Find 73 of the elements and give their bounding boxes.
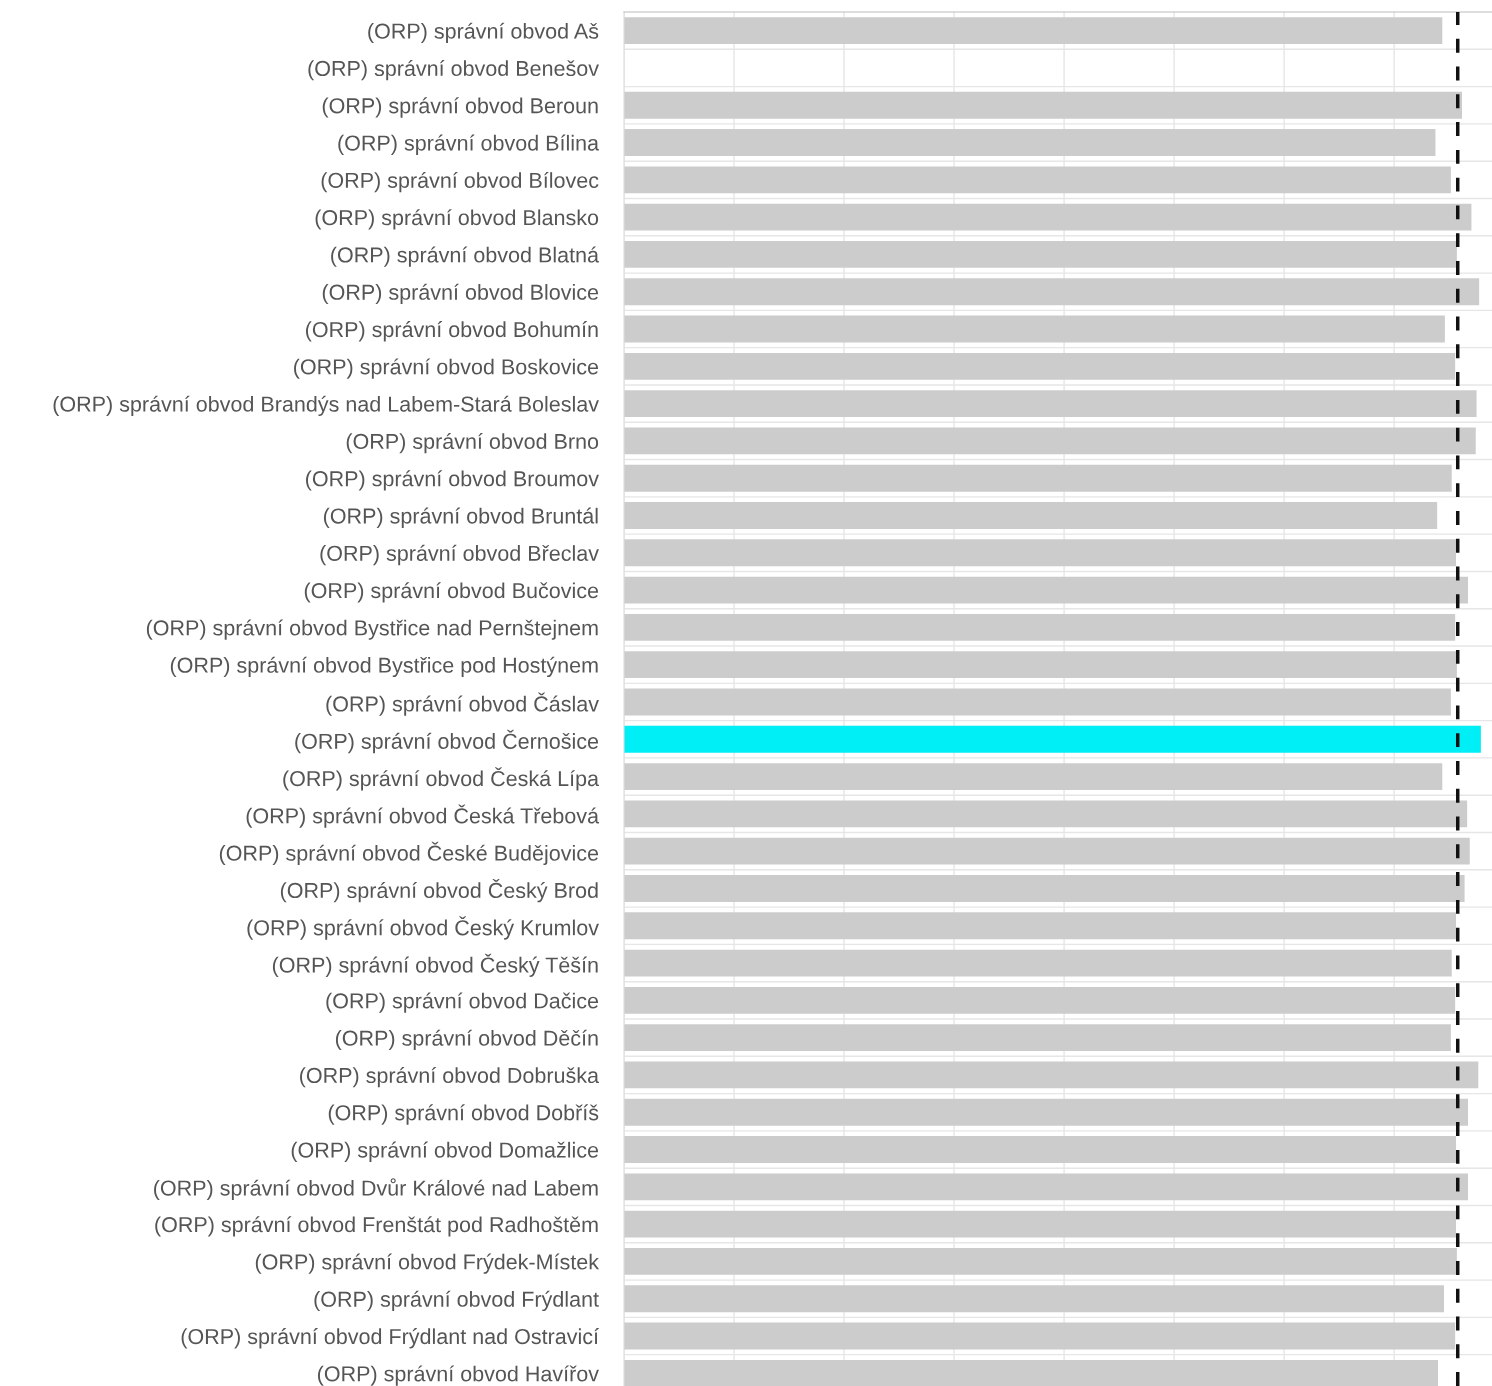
y-tick-label: (ORP) správní obvod Český Těšín: [272, 953, 598, 977]
y-tick-label: (ORP) správní obvod České Budějovice: [219, 841, 599, 866]
bar: [624, 390, 1477, 418]
y-tick-label: (ORP) správní obvod Brandýs nad Labem-Stará Boleslav: [53, 395, 599, 417]
y-tick-label: (ORP) správní obvod Brno: [346, 432, 599, 454]
bar: [624, 1098, 1469, 1126]
y-tick-label: (ORP) správní obvod Čáslav: [326, 692, 599, 716]
bar: [624, 725, 1481, 753]
y-tick-label: (ORP) správní obvod Frýdlant nad Ostravicí: [181, 1328, 599, 1349]
bar: [624, 1061, 1479, 1089]
bar: [624, 837, 1470, 865]
bar: [624, 912, 1457, 940]
bar: [624, 241, 1457, 268]
bar: [624, 129, 1436, 156]
bar: [624, 203, 1472, 231]
y-tick-label: (ORP) správní obvod Černošice: [295, 729, 599, 754]
bar: [624, 800, 1468, 828]
bar: [624, 539, 1457, 567]
bar: [624, 315, 1445, 343]
y-tick-label: (ORP) správní obvod Dvůr Králové nad Labem: [154, 1178, 598, 1200]
y-tick-label: (ORP) správní obvod Bohumín: [306, 321, 598, 342]
y-tick-label: (ORP) správní obvod Frýdek-Místek: [255, 1253, 600, 1274]
bar: [624, 91, 1463, 119]
y-tick-label: (ORP) správní obvod Bystřice pod Hostýnem: [170, 656, 598, 678]
y-tick-label: (ORP) správní obvod Dačice: [326, 992, 599, 1013]
bar: [624, 1173, 1469, 1201]
y-tick-label: (ORP) správní obvod Český Brod: [280, 879, 598, 903]
bar: [624, 613, 1456, 641]
y-tick-label: (ORP) správní obvod Česká Lípa: [283, 767, 600, 791]
bar: [624, 576, 1469, 604]
y-tick-label: (ORP) správní obvod Aš: [368, 22, 599, 44]
y-tick-label: (ORP) správní obvod Česká Třebová: [246, 804, 600, 828]
bar: [624, 763, 1443, 790]
bar: [624, 352, 1456, 380]
y-tick-label: (ORP) správní obvod Břeclav: [320, 544, 599, 566]
y-tick-label: (ORP) správní obvod Benešov: [308, 60, 599, 81]
bar: [624, 1248, 1457, 1275]
bar: [624, 986, 1456, 1014]
y-tick-label: (ORP) správní obvod Broumov: [306, 470, 599, 491]
bar: [624, 1322, 1456, 1350]
y-tick-label: (ORP) správní obvod Frýdlant: [314, 1290, 599, 1312]
y-tick-label: (ORP) správní obvod Frenštát pod Radhoštěm: [155, 1216, 598, 1237]
y-tick-label: (ORP) správní obvod Bystřice nad Pernštejnem: [146, 619, 598, 640]
bar: [624, 875, 1465, 902]
y-tick-label: (ORP) správní obvod Bílovec: [321, 171, 599, 193]
y-tick-label: (ORP) správní obvod Bruntál: [323, 507, 598, 528]
y-tick-label: (ORP) správní obvod Český Krumlov: [247, 916, 599, 940]
bar: [624, 1136, 1457, 1163]
bar: [624, 1285, 1445, 1313]
y-tick-label: (ORP) správní obvod Blansko: [315, 209, 599, 230]
bar: [624, 1359, 1439, 1386]
bar: [624, 502, 1438, 529]
bar: [624, 651, 1457, 679]
y-tick-label: (ORP) správní obvod Bučovice: [304, 582, 599, 603]
bar: [624, 427, 1476, 455]
y-tick-label: (ORP) správní obvod Děčín: [335, 1029, 598, 1051]
y-tick-label: (ORP) správní obvod Blovice: [322, 283, 599, 305]
y-tick-label: (ORP) správní obvod Blatná: [331, 246, 600, 267]
bar: [624, 688, 1451, 716]
y-tick-label: (ORP) správní obvod Domažlice: [291, 1141, 599, 1162]
y-tick-label: (ORP) správní obvod Beroun: [322, 97, 598, 118]
bar: [624, 278, 1480, 306]
bar: [624, 166, 1451, 194]
y-tick-label: (ORP) správní obvod Dobříš: [328, 1104, 599, 1125]
y-tick-label: (ORP) správní obvod Havířov: [318, 1365, 599, 1386]
y-tick-label: (ORP) správní obvod Boskovice: [294, 358, 599, 379]
y-tick-label: (ORP) správní obvod Dobruška: [300, 1067, 600, 1088]
bar: [624, 1024, 1451, 1052]
bar: [624, 464, 1452, 492]
bar: [624, 17, 1443, 45]
bar: [624, 1210, 1457, 1238]
y-tick-label: (ORP) správní obvod Bílina: [338, 134, 600, 155]
bar: [624, 949, 1452, 977]
